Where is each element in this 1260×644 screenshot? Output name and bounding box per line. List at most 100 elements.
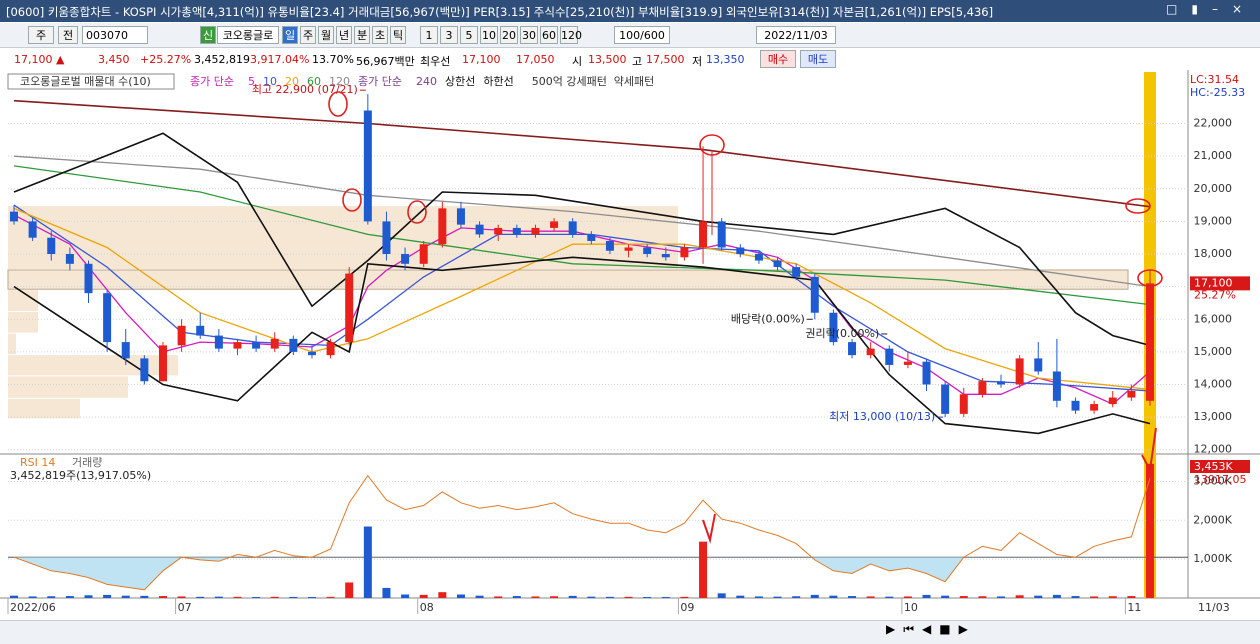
- volume-profile-bar: [8, 290, 38, 312]
- candle-body: [326, 342, 335, 356]
- candle-body: [140, 358, 149, 382]
- volume-bar: [624, 596, 633, 598]
- candle-body: [792, 267, 801, 277]
- last-price-label: 17,100: [1194, 276, 1233, 289]
- candle-body: [661, 254, 670, 258]
- rate: +25.27%: [140, 53, 192, 66]
- annotation: 최고 22,900 (07/21): [252, 83, 358, 96]
- candle-body: [699, 221, 708, 248]
- candle-body: [363, 110, 372, 222]
- y-tick-label: 16,000: [1194, 312, 1233, 325]
- candle-body: [10, 211, 18, 222]
- volume-bar: [270, 596, 279, 598]
- candle-body: [1071, 400, 1080, 411]
- volume-bar: [121, 595, 130, 598]
- candle-body: [103, 293, 112, 343]
- candle-body: [345, 273, 354, 343]
- toolbar-button[interactable]: 일: [282, 26, 298, 44]
- toolbar-button[interactable]: 120: [560, 26, 582, 44]
- volume-bar: [475, 595, 484, 598]
- volume-bar: [773, 596, 782, 598]
- legend-item: 상한선: [445, 75, 475, 88]
- volume-bar: [158, 596, 167, 598]
- volume-bar: [643, 597, 652, 598]
- toolbar-button[interactable]: 년: [336, 26, 352, 44]
- code-input[interactable]: 003070: [82, 26, 148, 44]
- volume-bar: [550, 596, 559, 598]
- last-volume-box: [1190, 460, 1250, 473]
- candle-body: [252, 342, 261, 349]
- window-title: [0600] 키움종합차트 - KOSPI 시가총액[4,311(억)] 유통비…: [6, 5, 994, 19]
- volume-bar: [512, 596, 521, 598]
- volume-bar: [1052, 594, 1061, 598]
- toolbar-button[interactable]: 1: [420, 26, 438, 44]
- volume-bar: [792, 596, 801, 598]
- volume-bar: [810, 594, 819, 598]
- candle-body: [1015, 358, 1024, 385]
- moving-average: [13, 155, 1151, 288]
- legend-item: 5: [248, 75, 255, 88]
- toolbar-button[interactable]: 3: [440, 26, 458, 44]
- toolbar-button[interactable]: 30: [520, 26, 538, 44]
- volume-bar: [1034, 595, 1043, 598]
- date-input[interactable]: 2022/11/03: [756, 26, 836, 44]
- annotation: 배당락(0.00%): [731, 312, 805, 325]
- scroll-bar[interactable]: [0, 620, 1260, 644]
- toolbar-button[interactable]: 60: [540, 26, 558, 44]
- scroll-controls[interactable]: ▶⏮◀■▶: [886, 622, 976, 636]
- candle-body: [177, 325, 186, 346]
- candle-body: [456, 208, 465, 225]
- candle-body: [1127, 391, 1136, 398]
- toolbar-button[interactable]: 분: [354, 26, 370, 44]
- x-tick-label: 08: [420, 601, 434, 614]
- count-input[interactable]: 100/600: [614, 26, 670, 44]
- y-tick-label: 20,000: [1194, 182, 1233, 195]
- toolbar-button[interactable]: 10: [480, 26, 498, 44]
- candle-body: [959, 394, 968, 414]
- volume-bar: [1146, 463, 1154, 598]
- mode-button[interactable]: 전: [58, 26, 78, 44]
- y-tick-label: 13,000: [1194, 410, 1233, 423]
- toolbar-button[interactable]: 틱: [390, 26, 406, 44]
- candle-body: [568, 221, 577, 235]
- candle-body: [214, 335, 223, 349]
- volume-bar: [252, 597, 261, 598]
- legend-prefix: 종가 단순: [190, 75, 234, 88]
- toolbar-button[interactable]: 5: [460, 26, 478, 44]
- candle-body: [885, 348, 894, 365]
- market-select[interactable]: 주: [28, 26, 54, 44]
- volume-bar: [1127, 596, 1136, 598]
- candle-body: [550, 221, 559, 228]
- volume-bar: [65, 596, 74, 598]
- buy-button[interactable]: 매수: [760, 50, 796, 68]
- y-tick-label: 18,000: [1194, 247, 1233, 260]
- turnover: 13.70%: [312, 53, 354, 66]
- plot: 12,00013,00014,00015,00016,00017,00018,0…: [0, 70, 1260, 620]
- volume-bar: [885, 596, 894, 598]
- amount: 56,967백만: [356, 55, 415, 68]
- candle-body: [307, 351, 316, 356]
- window-controls[interactable]: □▮–×: [1166, 2, 1256, 16]
- candle-body: [997, 381, 1006, 385]
- candle-body: [773, 260, 782, 268]
- rsi-label: RSI 14: [20, 456, 55, 469]
- volume-profile-bar: [8, 376, 128, 398]
- legend-item: 20: [285, 75, 299, 88]
- volume-bar: [382, 587, 391, 598]
- x-tick-label: 10: [904, 601, 918, 614]
- low: 13,350: [706, 53, 745, 66]
- candle-body: [605, 240, 614, 251]
- legend-strong: 500억 강세패턴: [532, 75, 607, 88]
- toolbar-button[interactable]: 주: [300, 26, 316, 44]
- candle-body: [28, 221, 37, 238]
- candle-body: [512, 227, 521, 235]
- toolbar-button[interactable]: 월: [318, 26, 334, 44]
- rsi-line: [13, 474, 1151, 591]
- legend-item: 10: [263, 75, 277, 88]
- toolbar-button[interactable]: 초: [372, 26, 388, 44]
- sell-button[interactable]: 매도: [800, 50, 836, 68]
- toolbar-button[interactable]: 20: [500, 26, 518, 44]
- legend-profile: 코오롱글로벌 매물대 수(10): [20, 75, 151, 88]
- volume-bar: [661, 597, 670, 598]
- volume-bar: [103, 594, 112, 598]
